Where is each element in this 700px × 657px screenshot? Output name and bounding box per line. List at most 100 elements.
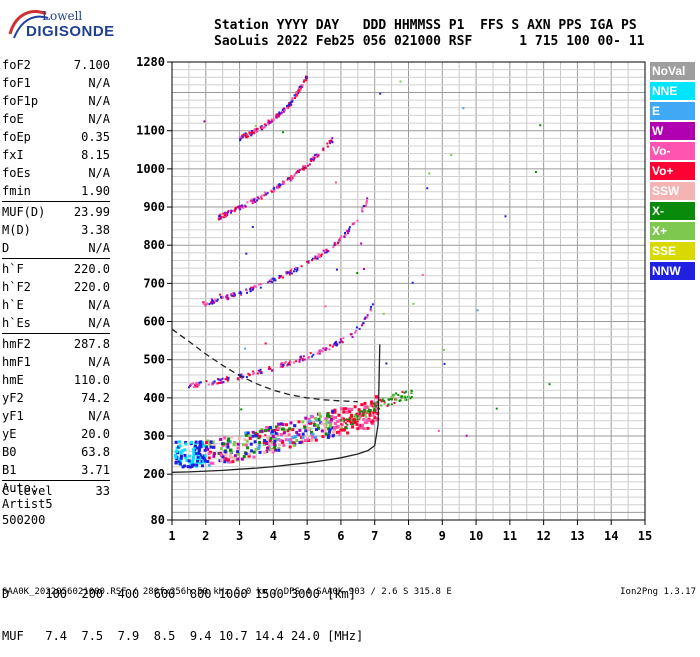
echo-point [239,139,242,142]
echo-point [333,427,337,431]
echo-point [325,347,328,350]
echo-point [365,420,369,424]
echo-point [358,327,361,330]
echo-point [283,108,286,111]
echo-point [279,183,282,186]
echo-point [276,185,279,188]
echo-point [301,436,305,440]
echo-point [222,216,225,219]
echo-point [204,454,208,458]
echo-point [265,442,269,446]
echo-point [365,418,369,422]
echo-point [345,418,348,421]
echo-point [341,341,344,344]
echo-point [213,380,216,383]
echo-point [233,441,237,445]
echo-point [242,133,245,136]
echo-point [222,212,225,215]
legend-item-sse: SSE [650,242,695,260]
echo-point [280,111,283,114]
echo-point [297,420,301,424]
echo-point [288,105,291,108]
echo-point [306,260,309,263]
echo-point [174,460,178,464]
echo-point [292,443,296,447]
echo-point [252,373,255,376]
x-tick-label: 3 [236,529,243,543]
echo-point [281,433,285,437]
parameter-name: D [2,241,10,255]
echo-point [305,77,308,80]
echo-point [282,364,285,367]
echo-point [306,427,310,431]
echo-point [270,189,273,192]
echo-point [237,378,240,381]
y-tick-label: 300 [143,429,165,443]
echo-point [303,79,306,82]
x-tick-label: 9 [439,529,446,543]
parameter-row: fmin 1.90 [2,182,110,200]
echo-point [387,403,390,406]
echo-point [346,431,350,435]
echo-point [245,136,248,139]
echo-point [197,451,201,455]
echo-point [303,164,306,167]
echo-point [240,373,243,376]
parameter-value: N/A [88,94,110,108]
legend-item-x: X- [650,202,695,220]
echo-point [230,294,233,297]
echo-point [269,436,273,440]
auto-label: Auto: [2,481,39,495]
x-tick-label: 15 [638,529,652,543]
echo-point [353,222,356,225]
echo-point [365,199,368,202]
echo-point [328,425,332,429]
echo-point [218,459,222,463]
echo-point [273,428,277,432]
echo-point [261,126,264,129]
echo-point [331,409,335,413]
echo-point [365,202,368,205]
echo-point [252,455,256,459]
echo-point [311,156,314,159]
echo-point [357,424,361,428]
echo-point [256,127,259,130]
echo-point [267,281,270,284]
echo-point [296,93,299,96]
noise-point [443,362,446,365]
echo-point [214,300,217,303]
echo-point [228,448,232,452]
echo-point [292,270,295,273]
echo-point [253,129,256,132]
echo-point [236,457,240,461]
noise-point [244,347,247,350]
echo-point [219,437,223,441]
echo-point [219,447,223,451]
echo-point [207,456,211,460]
echo-point [257,283,260,286]
echo-point [178,462,182,466]
echo-point [248,374,251,377]
echo-point [357,416,360,419]
echo-point [282,431,286,435]
echo-point [269,121,272,124]
echo-point [183,464,187,468]
echo-point [177,459,181,463]
echo-point [215,382,218,385]
auto-artist: Artist5 [2,497,53,511]
noise-point [351,335,354,338]
parameter-name: C-level [2,484,53,498]
echo-point [241,205,244,208]
noise-point [379,92,382,95]
x-tick-label: 12 [536,529,550,543]
noise-point [203,120,206,123]
echo-point [298,358,301,361]
y-tick-label: 400 [143,391,165,405]
echo-point [355,416,358,419]
parameter-row: yF2 74.2 [2,389,110,407]
echo-point [247,454,251,458]
echo-point [327,250,330,253]
echo-point [349,423,352,426]
echo-point [259,368,262,371]
echo-point [280,427,284,431]
